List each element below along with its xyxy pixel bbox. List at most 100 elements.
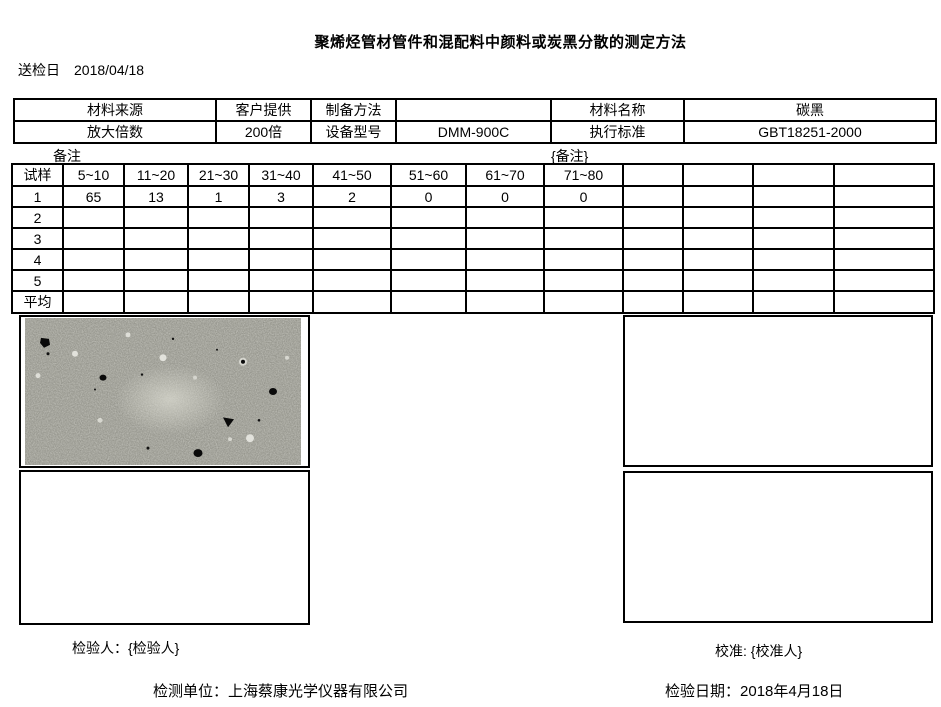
table-cell <box>622 227 684 250</box>
micrograph-wrap <box>25 318 301 465</box>
table-cell <box>682 206 754 229</box>
table-row: 3 <box>11 227 935 250</box>
table-cell <box>622 290 684 314</box>
table-cell <box>187 206 250 229</box>
table-row: 平均 <box>11 290 935 314</box>
table-cell: 客户提供 <box>215 98 312 122</box>
table-cell <box>833 269 935 292</box>
table-row: 2 <box>11 206 935 229</box>
inspection-date-line: 检验日期：2018年4月18日 <box>665 680 843 701</box>
table-cell <box>833 206 935 229</box>
table-cell <box>187 248 250 271</box>
table-cell: 0 <box>543 185 624 208</box>
table-cell <box>248 269 314 292</box>
table-cell: 设备型号 <box>310 120 397 144</box>
table-cell <box>390 206 467 229</box>
table-cell: 71~80 <box>543 163 624 187</box>
table-cell <box>682 269 754 292</box>
table-cell <box>752 248 835 271</box>
inspector-line: 检验人：{检验人} <box>72 638 179 658</box>
table-cell <box>752 269 835 292</box>
table-row: 1 65 13 1 3 2 0 0 0 <box>11 185 935 208</box>
table-cell <box>465 248 545 271</box>
dispersion-data-table: 试样 5~10 11~20 21~30 31~40 41~50 51~60 61~70 71~8… <box>11 163 935 314</box>
data-table-rows: 1 65 13 1 3 2 0 0 0 2 3 4 5 平均 <box>11 185 935 314</box>
table-cell: DMM-900C <box>395 120 552 144</box>
table-cell <box>833 227 935 250</box>
submission-date-line: 送检日 2018/04/18 <box>18 60 144 80</box>
table-cell <box>62 269 125 292</box>
table-cell <box>312 206 392 229</box>
page-title: 聚烯烃管材管件和混配料中颜料或炭黑分散的测定方法 <box>314 34 687 51</box>
table-cell: 2 <box>312 185 392 208</box>
table-cell <box>543 206 624 229</box>
table-cell <box>312 269 392 292</box>
table-cell: 41~50 <box>312 163 392 187</box>
table-cell: 试样 <box>11 163 64 187</box>
table-cell <box>752 185 835 208</box>
table-cell <box>833 248 935 271</box>
table-cell: 平均 <box>11 290 64 314</box>
table-cell: 执行标准 <box>550 120 685 144</box>
table-cell <box>752 290 835 314</box>
blank-box-right-top <box>623 315 933 467</box>
table-cell: 200倍 <box>215 120 312 144</box>
table-row: 5 <box>11 269 935 292</box>
table-cell: 1 <box>187 185 250 208</box>
table-cell <box>682 227 754 250</box>
table-cell <box>187 269 250 292</box>
organization-label: 检测单位： <box>153 683 229 700</box>
table-cell <box>62 290 125 314</box>
table-cell <box>248 227 314 250</box>
table-cell: 材料来源 <box>13 98 217 122</box>
table-cell <box>390 248 467 271</box>
table-cell: 11~20 <box>123 163 189 187</box>
table-cell <box>682 163 754 187</box>
remark-label: 备注 <box>53 148 81 164</box>
info-table: 材料来源 客户提供 制备方法 材料名称 碳黑 放大倍数 200倍 设备型号 DMM-900C 执行… <box>13 98 937 144</box>
table-cell: 61~70 <box>465 163 545 187</box>
table-cell: 0 <box>390 185 467 208</box>
table-cell <box>187 290 250 314</box>
table-cell: 51~60 <box>390 163 467 187</box>
table-cell: 4 <box>11 248 64 271</box>
info-table-body: 材料来源 客户提供 制备方法 材料名称 碳黑 放大倍数 200倍 设备型号 DMM-900C 执行… <box>13 98 937 144</box>
table-cell: 31~40 <box>248 163 314 187</box>
table-cell: 3 <box>248 185 314 208</box>
data-table-header-row: 试样 5~10 11~20 21~30 31~40 41~50 51~60 61~70 71~8… <box>11 163 935 187</box>
table-cell <box>390 227 467 250</box>
calibrator-line: 校准: {校准人} <box>715 641 802 661</box>
table-cell <box>248 290 314 314</box>
table-cell <box>187 227 250 250</box>
blank-box-left <box>19 470 310 625</box>
inspector-label: 检验人： <box>72 640 128 656</box>
table-cell: GBT18251-2000 <box>683 120 937 144</box>
table-cell: 65 <box>62 185 125 208</box>
inspection-date-value: 2018年4月18日 <box>740 683 844 700</box>
table-cell: 0 <box>465 185 545 208</box>
inspection-date-label: 检验日期： <box>665 683 741 700</box>
table-cell <box>312 290 392 314</box>
table-cell <box>833 185 935 208</box>
organization-value: 上海蔡康光学仪器有限公司 <box>228 683 409 700</box>
remark-value: {备注} <box>551 148 589 164</box>
testing-organization-line: 检测单位：上海蔡康光学仪器有限公司 <box>153 680 408 701</box>
table-cell <box>543 290 624 314</box>
table-cell <box>123 206 189 229</box>
table-cell <box>543 248 624 271</box>
data-table-body: 试样 5~10 11~20 21~30 31~40 41~50 51~60 61~70 71~8… <box>11 163 935 187</box>
blank-box-right-bottom <box>623 471 933 623</box>
table-cell <box>833 163 935 187</box>
table-cell: 21~30 <box>187 163 250 187</box>
table-cell: 5 <box>11 269 64 292</box>
table-cell <box>622 248 684 271</box>
table-row: 4 <box>11 248 935 271</box>
table-cell <box>752 206 835 229</box>
table-cell <box>248 206 314 229</box>
table-cell <box>465 290 545 314</box>
table-cell <box>312 227 392 250</box>
table-cell <box>622 185 684 208</box>
table-cell <box>465 269 545 292</box>
submission-date-value: 2018/04/18 <box>74 62 145 78</box>
